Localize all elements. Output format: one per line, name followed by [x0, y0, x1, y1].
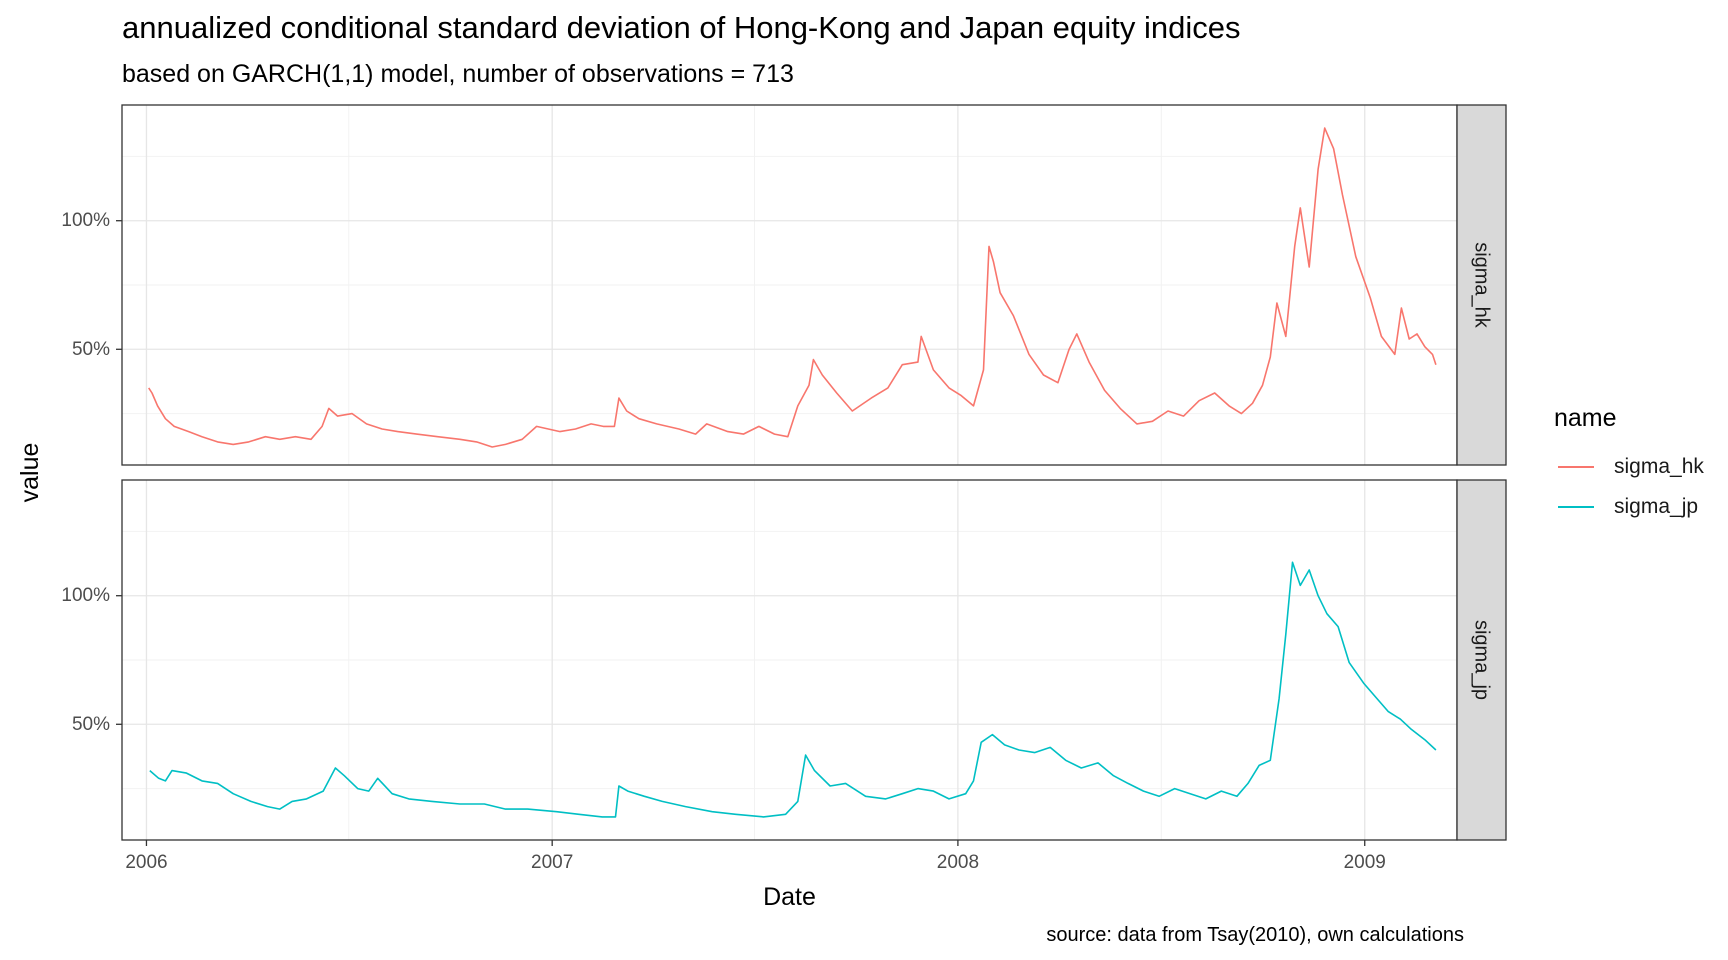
x-tick-label: 2007	[531, 852, 573, 873]
source-caption: source: data from Tsay(2010), own calcul…	[1046, 924, 1464, 946]
y-tick-label: 50%	[72, 714, 110, 735]
chart-title: annualized conditional standard deviatio…	[122, 10, 1241, 45]
y-tick-label: 100%	[61, 210, 110, 231]
y-tick-label: 50%	[72, 339, 110, 360]
facet-panel-sigma_jp: sigma_jp 50% 100%	[61, 479, 1507, 841]
legend-key-sigma-jp	[1552, 495, 1600, 519]
series-line-sigma-jp	[149, 561, 1437, 818]
x-tick-label: 2006	[125, 852, 167, 873]
legend-label: sigma_hk	[1614, 455, 1704, 478]
facet-strip-label: sigma_hk	[1471, 242, 1493, 329]
x-axis-title: Date	[763, 883, 816, 911]
x-tick-label: 2008	[937, 852, 979, 873]
facet-strip-label: sigma_jp	[1471, 620, 1493, 700]
facet-strip	[1456, 104, 1507, 466]
x-tick-label: 2009	[1344, 852, 1386, 873]
y-axis-title: value	[16, 443, 44, 503]
facet-panel-sigma_hk: sigma_hk 50% 100%	[61, 104, 1507, 466]
chart-subtitle: based on GARCH(1,1) model, number of obs…	[122, 60, 794, 88]
legend: name sigma_hk sigma_jp	[1540, 404, 1704, 527]
legend-label: sigma_jp	[1614, 495, 1699, 518]
series-line-sigma-hk	[148, 127, 1437, 448]
y-tick-label: 100%	[61, 585, 110, 606]
legend-item-sigma-hk: sigma_hk	[1540, 447, 1704, 487]
legend-item-sigma-jp: sigma_jp	[1540, 487, 1704, 527]
legend-key-sigma-hk	[1552, 455, 1600, 479]
legend-title: name	[1554, 404, 1617, 432]
facet-strip	[1456, 479, 1507, 841]
